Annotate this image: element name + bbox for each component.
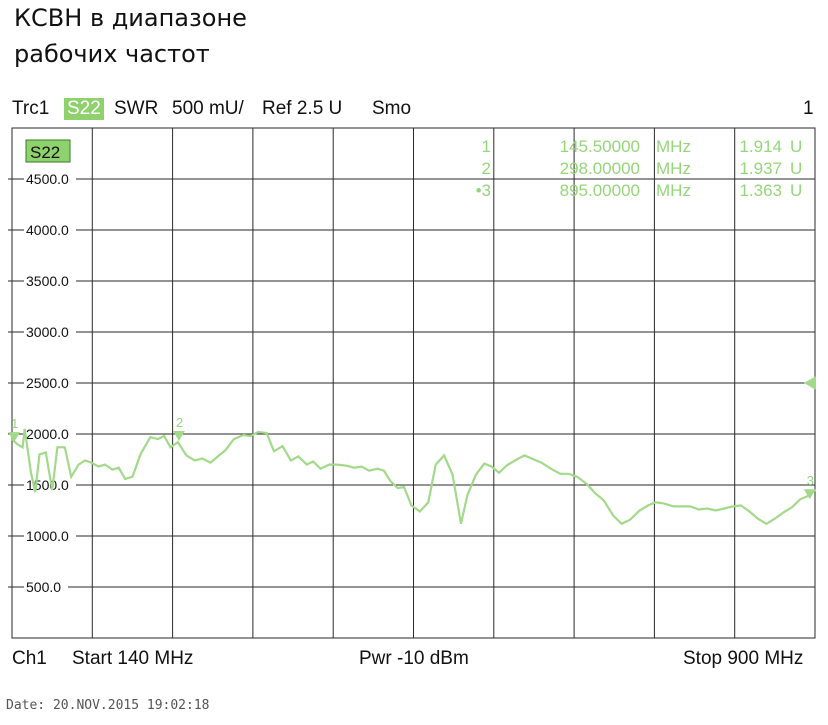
reference-level-marker: [804, 376, 816, 390]
y-tick-label: 4500.0: [26, 171, 69, 187]
trace-badge-bg: [25, 139, 71, 163]
y-tick-label-bg: [24, 221, 76, 238]
y-tick-label: 4000.0: [26, 222, 69, 238]
y-tick-label-bg: [24, 170, 76, 187]
marker-readout-table: 1 145.50000 MHz 1.914 U2 298.00000 MHz 1.937 U•3…: [476, 137, 803, 200]
readout-marker-label: 1: [482, 137, 491, 156]
trace-header: Trc1 S22 SWR 500 mU/ Ref 2.5 U Smo 1: [0, 98, 828, 122]
trace-ref[interactable]: Ref 2.5 U: [262, 98, 343, 119]
readout-frequency-unit: MHz: [656, 137, 691, 156]
marker-3-triangle[interactable]: [803, 489, 816, 500]
trace-name[interactable]: Trc1: [12, 98, 50, 119]
trace-badge[interactable]: S22: [30, 143, 60, 162]
marker-2-number: 2: [176, 415, 183, 430]
footer-channel[interactable]: Ch1: [12, 648, 47, 669]
footer-start[interactable]: Start 140 MHz: [72, 648, 194, 669]
trace-smoothing[interactable]: Smo: [372, 98, 412, 119]
marker-readout-row: 1 145.50000 MHz 1.914 U: [482, 137, 803, 156]
y-tick-label-bg: [24, 425, 76, 442]
channel-number: 1: [803, 98, 814, 119]
y-tick-label: 3000.0: [26, 324, 69, 340]
footer-power[interactable]: Pwr -10 dBm: [359, 648, 469, 669]
readout-marker-label: 2: [482, 159, 491, 178]
y-tick-label-bg: [24, 272, 76, 289]
y-tick-label: 2500.0: [26, 375, 69, 391]
readout-value: 1.937: [739, 159, 782, 178]
trace-badge-group: S22: [25, 139, 71, 163]
marker-readout-row: •3 895.00000 MHz 1.363 U: [476, 181, 803, 200]
trace-scale[interactable]: 500 mU/: [172, 98, 244, 119]
swr-trace-line: [11, 428, 816, 526]
trace-markers: 1 2 3: [8, 415, 816, 500]
date-stamp: Date: 20.NOV.2015 19:02:18: [6, 698, 210, 713]
y-tick-label: 1000.0: [26, 528, 69, 544]
readout-frequency: 145.50000: [560, 137, 640, 156]
trace-format[interactable]: SWR: [114, 98, 159, 119]
y-tick-label-bg: [24, 578, 68, 595]
readout-frequency: 895.00000: [560, 181, 640, 200]
marker-readout-row: 2 298.00000 MHz 1.937 U: [482, 159, 803, 178]
readout-marker-label: •3: [476, 181, 491, 200]
readout-value: 1.914: [739, 137, 782, 156]
readout-frequency-unit: MHz: [656, 159, 691, 178]
y-tick-label-bg: [24, 527, 76, 544]
marker-2-triangle[interactable]: [172, 431, 185, 442]
marker-1-number: 1: [11, 416, 18, 431]
y-tick-label: 2000.0: [26, 426, 69, 442]
caption-subtitle: рабочих частот: [14, 40, 210, 68]
readout-value: 1.363: [739, 181, 782, 200]
readout-value-unit: U: [790, 159, 802, 178]
marker-3-number: 3: [807, 473, 814, 488]
caption-title: КСВН в диапазоне: [14, 4, 247, 32]
readout-frequency: 298.00000: [560, 159, 640, 178]
readout-value-unit: U: [790, 137, 802, 156]
plot-grid: [11, 127, 816, 639]
y-tick-label: 500.0: [26, 579, 61, 595]
readout-frequency-unit: MHz: [656, 181, 691, 200]
readout-value-unit: U: [790, 181, 802, 200]
y-tick-label: 3500.0: [26, 273, 69, 289]
trace-param-badge[interactable]: S22: [64, 98, 104, 120]
y-tick-label-bg: [24, 374, 76, 391]
footer-stop[interactable]: Stop 900 MHz: [683, 648, 804, 669]
y-tick-label-bg: [24, 323, 76, 340]
sweep-footer: Ch1 Start 140 MHz Pwr -10 dBm Stop 900 M…: [0, 648, 828, 672]
reference-level-triangle[interactable]: [804, 376, 816, 390]
marker-1-triangle[interactable]: [8, 432, 21, 443]
